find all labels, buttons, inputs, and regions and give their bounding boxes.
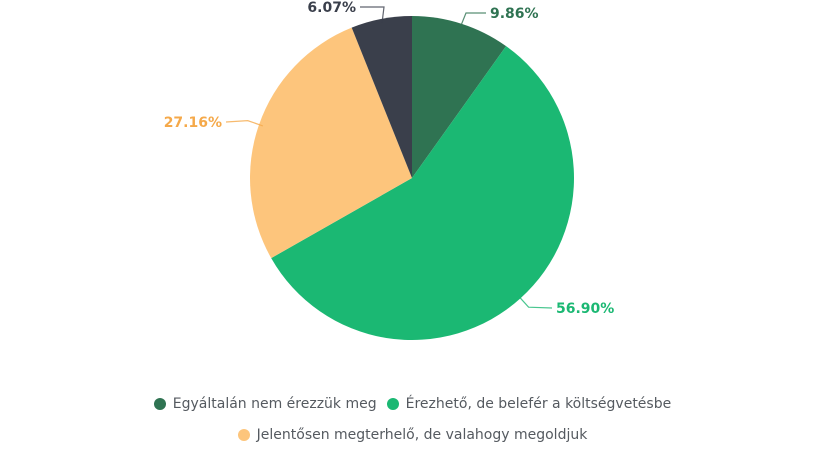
legend-label: Egyáltalán nem érezzük meg: [172, 396, 377, 412]
legend-item-jelentosen[interactable]: Jelentősen megterhelő, de valahogy megol…: [237, 427, 588, 443]
slice-jelentosen[interactable]: [249, 27, 412, 259]
leader-line: [360, 6, 385, 23]
legend-row-1: Egyáltalán nem érezzük meg Érezhető, de …: [0, 396, 825, 412]
pie-slices: [249, 15, 575, 341]
slice-percent-label: 27.16%: [164, 115, 222, 131]
legend-dot-icon: [153, 398, 166, 410]
legend-label: Jelentősen megterhelő, de valahogy megol…: [256, 427, 588, 443]
slice-labels: 9.86% 56.90% 27.16% 6.07%: [164, 0, 615, 317]
slice-percent-label: 56.90%: [556, 301, 614, 317]
slice-percent-label: 6.07%: [307, 0, 356, 16]
leader-line: [517, 294, 553, 309]
legend-row-2: Jelentősen megterhelő, de valahogy megol…: [0, 427, 825, 443]
legend-item-nem-erezzuk[interactable]: Egyáltalán nem érezzük meg: [153, 396, 377, 412]
leader-line: [459, 12, 486, 28]
leader-line: [225, 120, 264, 127]
legend-dot-icon: [386, 398, 399, 410]
legend-dot-icon: [237, 429, 250, 441]
legend-label: Érezhető, de belefér a költségvetésbe: [405, 396, 672, 412]
slice-erezheto[interactable]: [271, 46, 575, 341]
legend-item-erezheto[interactable]: Érezhető, de belefér a költségvetésbe: [386, 396, 672, 412]
slice-nem-erezzuk[interactable]: [412, 16, 507, 178]
slice-percent-label: 9.86%: [490, 6, 539, 22]
leader-lines: [225, 6, 553, 309]
slice-other[interactable]: [351, 15, 412, 178]
